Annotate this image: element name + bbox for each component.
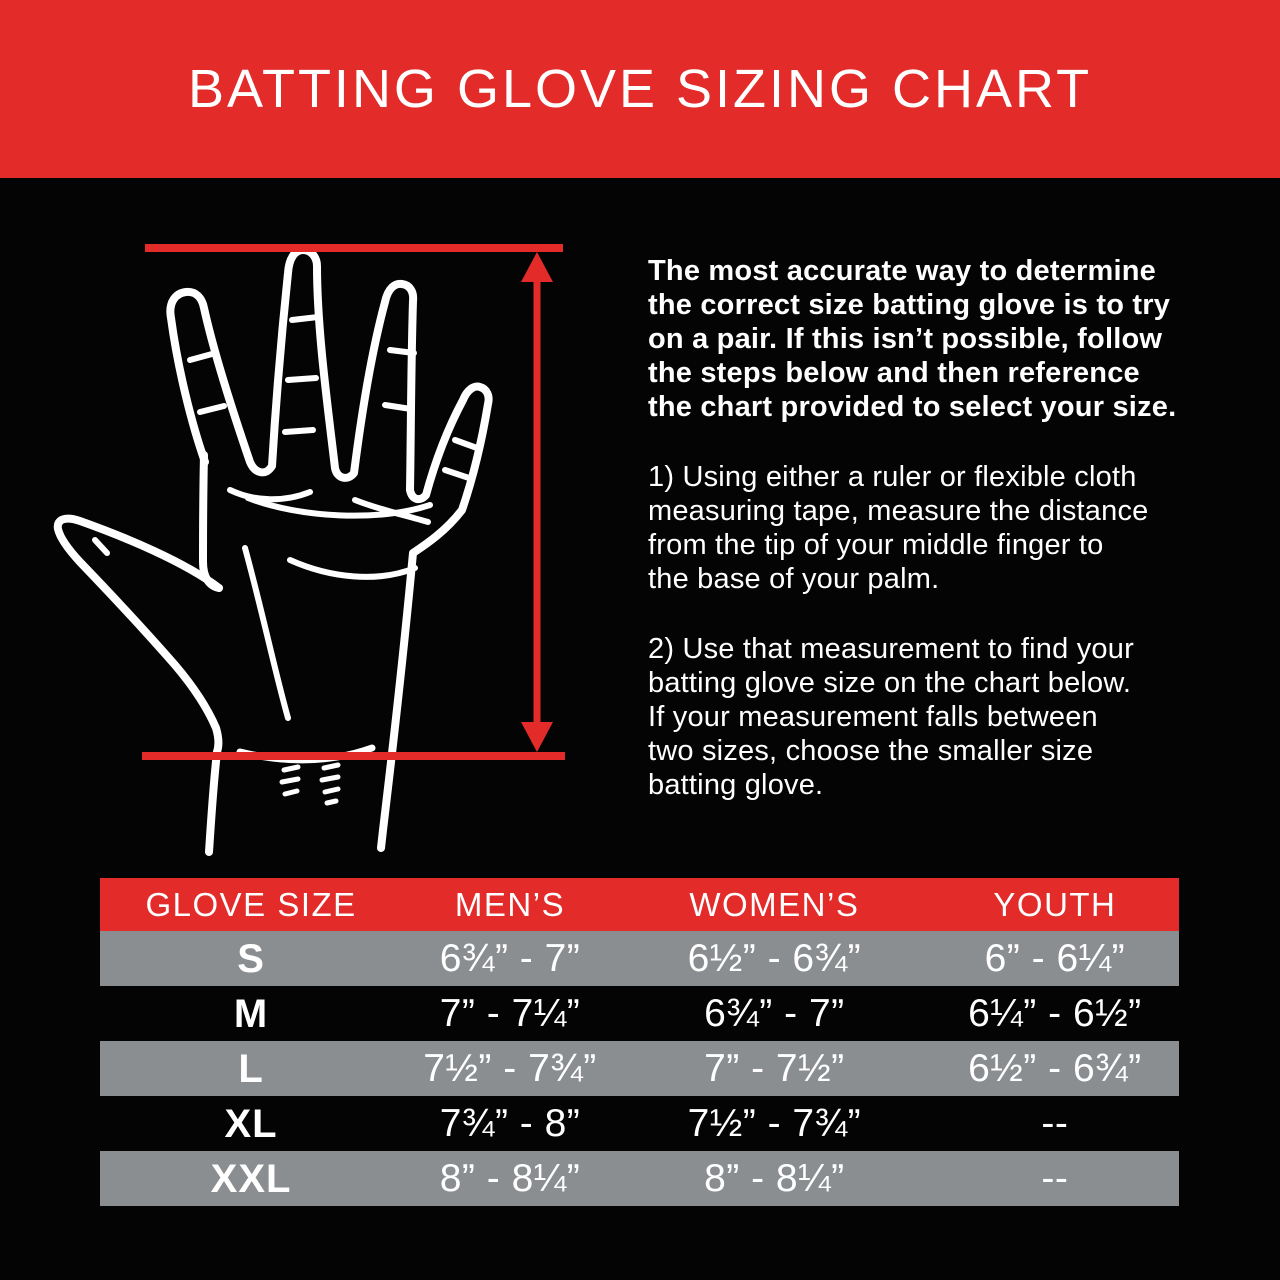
size-label: M: [233, 991, 269, 1036]
mens-range: 7½” - 7¾”: [423, 1047, 597, 1090]
mens-range: 7¾” - 8”: [439, 1102, 581, 1145]
intro-text: The most accurate way to determine the c…: [648, 255, 1177, 423]
arrowhead-up-icon: [521, 252, 553, 282]
size-label: L: [238, 1046, 264, 1091]
column-header-youth: YOUTH: [993, 886, 1117, 923]
table-row-xxl: XXL 8” - 8¼” 8” - 8¼” --: [100, 1151, 1179, 1206]
youth-range: 6¼” - 6½”: [968, 992, 1142, 1035]
womens-range: 6½” - 6¾”: [687, 937, 862, 980]
table-row-s: S 6¾” - 7” 6½” - 6¾” 6” - 6¼”: [100, 931, 1179, 986]
step-2-text: 2) Use that measurement to find your bat…: [648, 633, 1134, 801]
womens-range: 7” - 7½”: [704, 1047, 845, 1090]
hand-outline: [53, 246, 493, 856]
table-row-l: L 7½” - 7¾” 7” - 7½” 6½” - 6¾”: [100, 1041, 1179, 1096]
hand-measurement-illustration: [53, 244, 565, 856]
measurement-arrows: [142, 244, 565, 760]
mens-range: 6¾” - 7”: [439, 937, 581, 980]
size-label: XXL: [210, 1156, 292, 1201]
mens-range: 7” - 7¼”: [439, 992, 581, 1035]
step-1-text: 1) Using either a ruler or flexible clot…: [648, 461, 1149, 595]
hand-crease-lines: [92, 314, 480, 806]
table-header-row: GLOVE SIZE MEN’S WOMEN’S YOUTH: [100, 878, 1179, 931]
youth-range: --: [1041, 1102, 1069, 1145]
title-banner: BATTING GLOVE SIZING CHART: [0, 0, 1280, 178]
table-row-xl: XL 7¾” - 8” 7½” - 7¾” --: [100, 1096, 1179, 1151]
mens-range: 8” - 8¼”: [439, 1157, 581, 1200]
size-label: XL: [224, 1101, 278, 1146]
page-title: BATTING GLOVE SIZING CHART: [187, 59, 1093, 119]
youth-range: 6” - 6¼”: [984, 937, 1126, 980]
table-row-m: M 7” - 7¼” 6¾” - 7” 6¼” - 6½”: [100, 986, 1179, 1041]
column-header-womens: WOMEN’S: [689, 886, 860, 923]
womens-range: 6¾” - 7”: [704, 992, 845, 1035]
instructions-block: The most accurate way to determine the c…: [648, 254, 1198, 838]
size-label: S: [237, 936, 265, 981]
column-header-glove-size: GLOVE SIZE: [145, 886, 357, 923]
arrowhead-down-icon: [521, 722, 553, 752]
youth-range: --: [1041, 1157, 1069, 1200]
womens-range: 7½” - 7¾”: [687, 1102, 862, 1145]
column-header-mens: MEN’S: [454, 886, 566, 923]
size-table: GLOVE SIZE MEN’S WOMEN’S YOUTH S 6¾” - 7…: [100, 878, 1179, 1206]
youth-range: 6½” - 6¾”: [968, 1047, 1142, 1090]
womens-range: 8” - 8¼”: [704, 1157, 845, 1200]
